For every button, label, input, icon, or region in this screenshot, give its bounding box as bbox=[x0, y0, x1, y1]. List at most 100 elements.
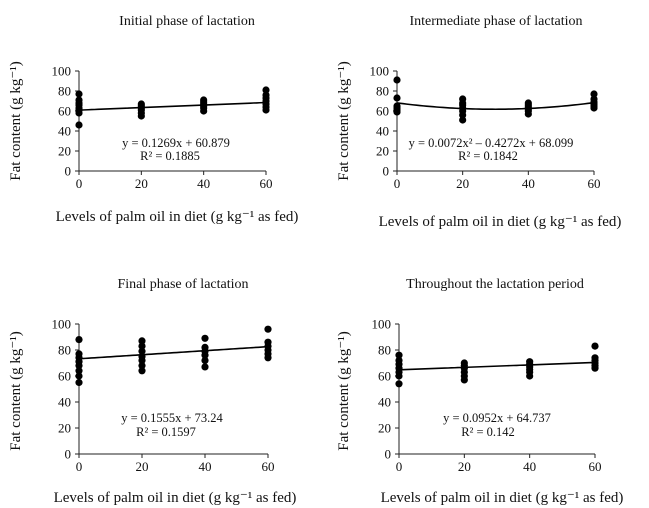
panel-title: Intermediate phase of lactation bbox=[410, 14, 583, 29]
data-point bbox=[201, 363, 209, 371]
trend-line bbox=[398, 361, 596, 371]
y-axis-label: Fat content (g kg⁻¹) bbox=[8, 331, 24, 450]
x-tick-label: 60 bbox=[262, 459, 275, 474]
x-tick-label: 60 bbox=[588, 176, 601, 191]
x-axis-label: Levels of palm oil in diet (g kg⁻¹ as fe… bbox=[56, 209, 299, 225]
regression-equation: y = 0.1555x + 73.24 bbox=[121, 411, 223, 425]
y-tick-label: 80 bbox=[376, 84, 389, 99]
r-squared-label: R² = 0.1842 bbox=[458, 149, 518, 163]
data-point bbox=[75, 372, 83, 380]
data-point bbox=[590, 95, 598, 103]
x-tick-label: 40 bbox=[199, 459, 212, 474]
y-tick-label: 0 bbox=[385, 447, 392, 462]
x-tick-label: 0 bbox=[76, 459, 83, 474]
y-tick-label: 20 bbox=[58, 144, 71, 159]
data-point bbox=[591, 354, 599, 362]
data-point bbox=[75, 378, 83, 387]
panel-throughout-lactation: Throughout the lactation period Fat cont… bbox=[336, 277, 623, 506]
regression-equation: y = 0.0952x + 64.737 bbox=[443, 411, 551, 425]
data-point bbox=[201, 343, 209, 351]
x-axis-label: Levels of palm oil in diet (g kg⁻¹ as fe… bbox=[54, 490, 297, 506]
data-point bbox=[75, 367, 83, 375]
data-point bbox=[395, 356, 403, 364]
x-axis-label: Levels of palm oil in diet (g kg⁻¹ as fe… bbox=[381, 490, 624, 506]
data-point bbox=[395, 351, 403, 359]
data-point bbox=[75, 96, 83, 104]
data-point bbox=[138, 337, 146, 345]
data-point bbox=[201, 334, 209, 342]
data-point bbox=[138, 347, 146, 355]
panel-initial-phase: Initial phase of lactation Fat content (… bbox=[8, 14, 298, 225]
x-tick-label: 40 bbox=[523, 459, 536, 474]
data-point bbox=[526, 358, 534, 366]
trend-line bbox=[396, 101, 595, 111]
y-tick-label: 0 bbox=[65, 447, 72, 462]
panel-title: Throughout the lactation period bbox=[406, 277, 584, 292]
y-axis-label: Fat content (g kg⁻¹) bbox=[336, 331, 352, 450]
trend-line bbox=[78, 101, 267, 111]
panel-intermediate-phase: Intermediate phase of lactation Fat cont… bbox=[336, 14, 621, 230]
x-tick-label: 40 bbox=[522, 176, 535, 191]
regression-equation: y = 0.1269x + 60.879 bbox=[122, 136, 230, 150]
data-point bbox=[138, 352, 146, 361]
x-tick-label: 60 bbox=[589, 459, 602, 474]
data-point bbox=[264, 325, 272, 333]
data-point bbox=[138, 367, 146, 375]
y-tick-label: 100 bbox=[372, 317, 392, 332]
x-tick-label: 0 bbox=[396, 459, 403, 474]
data-point bbox=[460, 359, 468, 367]
data-point bbox=[393, 94, 401, 102]
data-point bbox=[137, 100, 145, 108]
y-tick-label: 80 bbox=[58, 84, 71, 99]
data-point bbox=[264, 338, 272, 346]
r-squared-label: R² = 0.1885 bbox=[140, 149, 200, 163]
data-point bbox=[262, 86, 270, 94]
data-point bbox=[459, 116, 467, 124]
y-tick-label: 40 bbox=[58, 395, 71, 410]
data-point bbox=[75, 121, 83, 129]
y-tick-label: 40 bbox=[376, 124, 389, 139]
x-tick-label: 0 bbox=[76, 176, 83, 191]
x-tick-label: 20 bbox=[456, 176, 469, 191]
data-point bbox=[75, 336, 83, 344]
x-tick-label: 20 bbox=[458, 459, 471, 474]
y-tick-label: 60 bbox=[378, 369, 391, 384]
y-axis-label: Fat content (g kg⁻¹) bbox=[8, 61, 24, 180]
y-tick-label: 20 bbox=[376, 144, 389, 159]
panel-title: Initial phase of lactation bbox=[119, 14, 255, 29]
data-point bbox=[459, 95, 467, 103]
y-tick-label: 40 bbox=[378, 395, 391, 410]
x-tick-label: 20 bbox=[135, 176, 148, 191]
data-point bbox=[524, 99, 532, 107]
data-point bbox=[590, 90, 598, 98]
y-tick-label: 60 bbox=[58, 104, 71, 119]
data-point bbox=[262, 91, 270, 99]
data-point bbox=[200, 96, 208, 104]
regression-equation: y = 0.0072x² – 0.4272x + 68.099 bbox=[409, 136, 574, 150]
y-axis-label: Fat content (g kg⁻¹) bbox=[336, 61, 352, 180]
y-tick-label: 0 bbox=[383, 164, 390, 179]
data-point bbox=[201, 356, 209, 364]
data-point bbox=[395, 380, 403, 388]
panel-title: Final phase of lactation bbox=[117, 277, 248, 292]
data-point bbox=[138, 362, 146, 370]
trend-line bbox=[78, 345, 269, 360]
y-tick-label: 60 bbox=[376, 104, 389, 119]
x-tick-label: 40 bbox=[197, 176, 210, 191]
y-tick-label: 20 bbox=[378, 421, 391, 436]
y-tick-label: 40 bbox=[58, 124, 71, 139]
x-axis-label: Levels of palm oil in diet (g kg⁻¹ as fe… bbox=[379, 214, 622, 230]
y-tick-label: 60 bbox=[58, 369, 71, 384]
panel-final-phase: Final phase of lactation Fat content (g … bbox=[8, 277, 296, 506]
data-point bbox=[591, 342, 599, 350]
data-point bbox=[138, 342, 146, 350]
r-squared-label: R² = 0.142 bbox=[461, 425, 515, 439]
y-tick-label: 20 bbox=[58, 421, 71, 436]
r-squared-label: R² = 0.1597 bbox=[136, 425, 196, 439]
data-point bbox=[75, 90, 83, 98]
data-point bbox=[75, 350, 83, 358]
x-tick-label: 60 bbox=[260, 176, 273, 191]
x-tick-label: 20 bbox=[136, 459, 149, 474]
y-tick-label: 100 bbox=[52, 317, 72, 332]
